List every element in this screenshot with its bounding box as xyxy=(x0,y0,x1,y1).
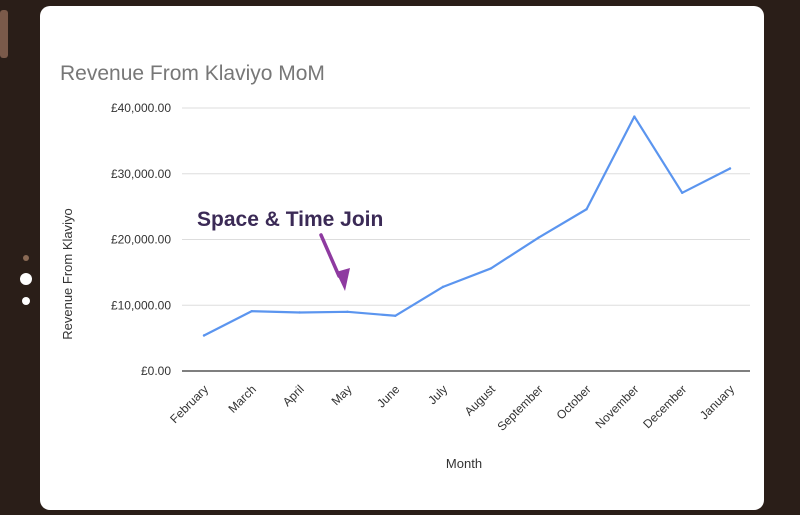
data-point xyxy=(394,314,397,317)
grid-lines xyxy=(182,107,750,372)
x-tick-label: January xyxy=(697,382,737,422)
arrow-shaft xyxy=(319,233,341,278)
data-point xyxy=(489,267,493,270)
y-tick-label: £40,000.00 xyxy=(111,101,171,115)
x-tick-label: September xyxy=(494,382,545,433)
chart-title: Revenue From Klaviyo MoM xyxy=(60,62,325,85)
data-point xyxy=(441,285,445,289)
series-group xyxy=(202,115,732,337)
tablet-side-button xyxy=(0,10,8,58)
data-point xyxy=(633,115,636,118)
data-point xyxy=(298,311,301,314)
x-tick-label: May xyxy=(329,382,355,408)
arrow-head xyxy=(336,268,350,291)
y-axis-label: Revenue From Klaviyo xyxy=(60,208,75,340)
tablet-screen: Revenue From Klaviyo MoM £0.00 £10,000.00… xyxy=(40,6,764,510)
x-axis-label: Month xyxy=(446,456,482,471)
series-line xyxy=(202,115,732,337)
y-tick-label: £10,000.00 xyxy=(111,298,171,312)
x-tick-label: July xyxy=(425,382,450,407)
x-tick-label: December xyxy=(640,382,689,431)
camera-dot xyxy=(23,255,29,261)
camera-lens xyxy=(20,273,32,285)
y-tick-label: £0.00 xyxy=(141,364,171,378)
data-point xyxy=(202,334,206,337)
sensor-dot xyxy=(22,297,30,305)
x-tick-label: March xyxy=(225,382,258,415)
x-tick-label: November xyxy=(592,382,641,431)
x-tick-label: October xyxy=(554,382,594,422)
x-tick-label: June xyxy=(374,382,403,411)
annotation-arrow xyxy=(319,233,350,291)
x-tick-label: April xyxy=(280,382,307,409)
data-point xyxy=(346,310,349,314)
revenue-line-chart: Revenue From Klaviyo MoM £0.00 £10,000.00… xyxy=(60,62,750,471)
y-tick-label: £30,000.00 xyxy=(111,167,171,181)
data-point xyxy=(250,309,254,313)
x-tick-label: February xyxy=(167,382,211,426)
annotation-text: Space & Time Join xyxy=(197,208,383,231)
y-tick-label: £20,000.00 xyxy=(111,233,171,247)
y-axis-ticks: £0.00 £10,000.00 £20,000.00 £30,000.00 £40,0… xyxy=(111,101,171,378)
data-point xyxy=(680,191,684,195)
data-point xyxy=(537,236,540,239)
data-point xyxy=(728,167,732,170)
data-point xyxy=(585,208,588,211)
x-axis-ticks: February March April May June July AugustSepte… xyxy=(167,382,737,434)
x-tick-label: August xyxy=(462,382,499,419)
